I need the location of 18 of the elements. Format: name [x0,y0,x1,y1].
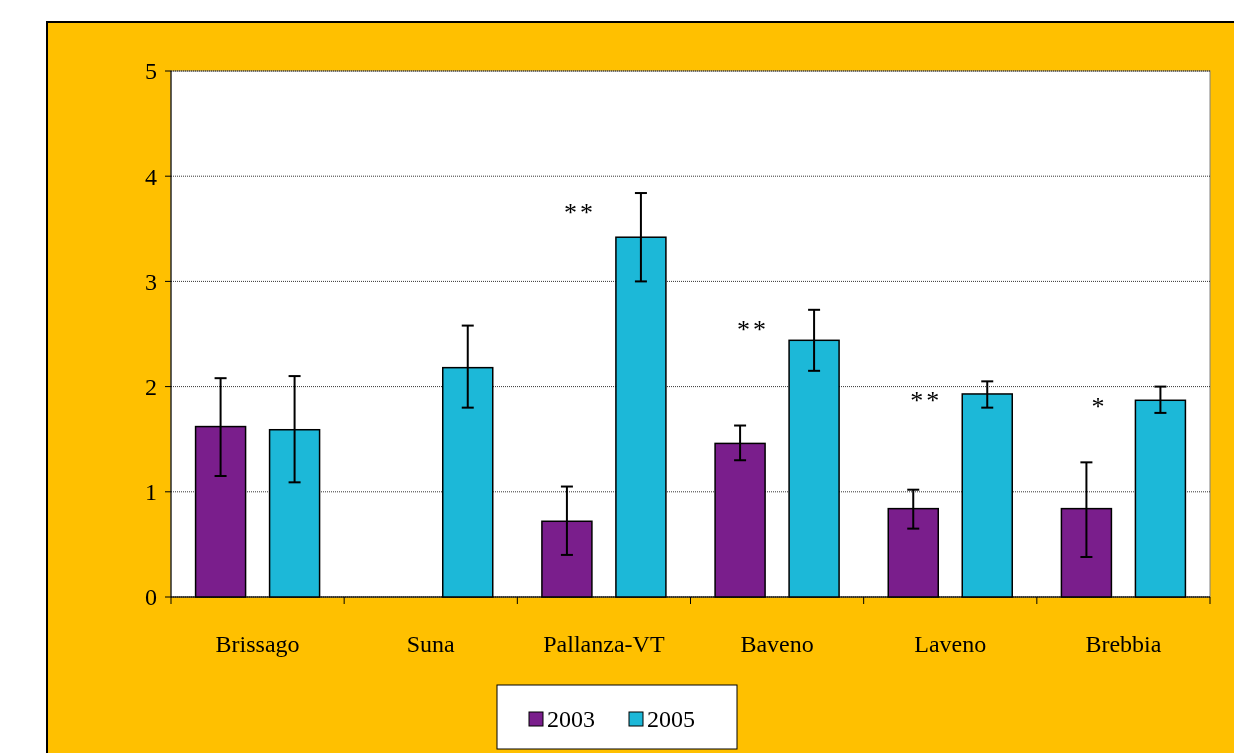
annotation: ** [910,386,943,416]
annotation: * [1091,391,1108,421]
y-tick-label: 4 [145,163,157,190]
y-tick-label: 0 [145,584,157,611]
y-tick-label: 2 [145,374,157,400]
y-tick-label: 1 [145,479,157,506]
y-tick-label: 3 [145,268,157,295]
x-tick-label: Brissago [215,631,300,657]
x-tick-label: Brebbia [1085,631,1162,657]
legend-label: 2003 [547,706,595,733]
x-tick-label: Laveno [914,631,987,657]
annotation: ** [737,314,770,344]
legend-label: 2005 [647,706,695,733]
x-tick-label: Suna [406,631,456,657]
y-tick-label: 5 [145,58,157,85]
x-tick-label: Baveno [740,631,814,657]
x-tick-label: Pallanza-VT [543,631,665,657]
annotation: ** [563,198,596,228]
